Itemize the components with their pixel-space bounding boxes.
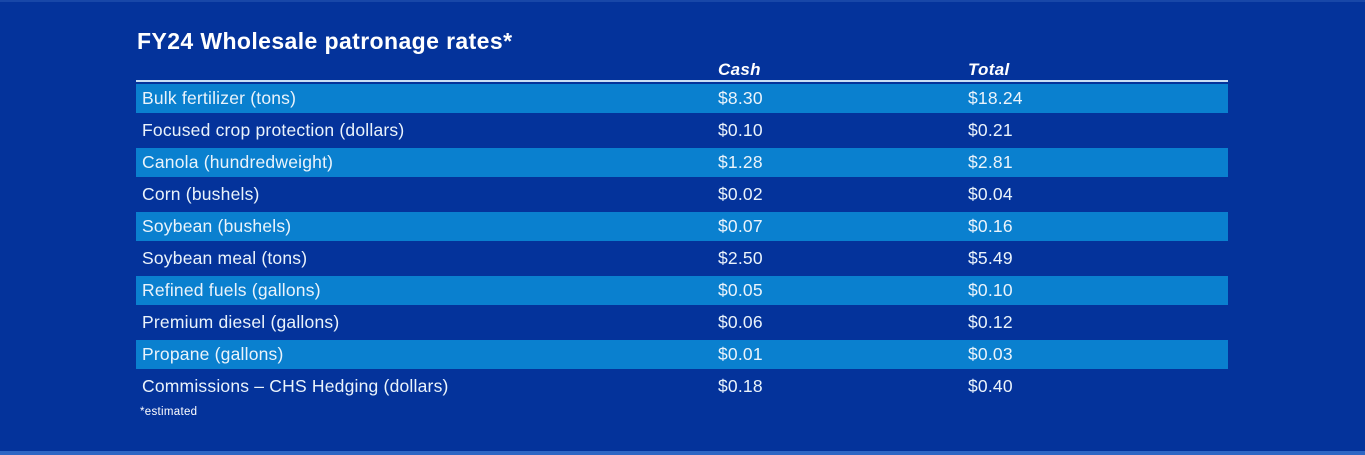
top-accent-bar <box>0 0 1365 2</box>
row-label: Propane (gallons) <box>142 344 284 364</box>
table-row: Soybean meal (tons) $2.50 $5.49 <box>136 244 1228 273</box>
patronage-table: Cash Total Bulk fertilizer (tons) $8.30 … <box>136 58 1228 404</box>
cash-value: $0.01 <box>718 344 763 364</box>
table-row: Commissions – CHS Hedging (dollars) $0.1… <box>136 372 1228 401</box>
total-value: $5.49 <box>968 248 1013 268</box>
row-label: Corn (bushels) <box>142 184 260 204</box>
row-label: Soybean meal (tons) <box>142 248 308 268</box>
row-label: Canola (hundredweight) <box>142 152 334 172</box>
row-label: Bulk fertilizer (tons) <box>142 88 297 108</box>
total-value: $2.81 <box>968 152 1013 172</box>
cash-value: $0.07 <box>718 216 763 236</box>
column-header-total: Total <box>968 60 1010 79</box>
footnote: *estimated <box>140 406 198 418</box>
total-value: $0.40 <box>968 376 1013 396</box>
cash-value: $2.50 <box>718 248 763 268</box>
table-row: Soybean (bushels) $0.07 $0.16 <box>136 212 1228 241</box>
total-value: $0.12 <box>968 312 1013 332</box>
table-body: Bulk fertilizer (tons) $8.30 $18.24 Focu… <box>136 84 1228 401</box>
table-row: Premium diesel (gallons) $0.06 $0.12 <box>136 308 1228 337</box>
total-value: $0.16 <box>968 216 1013 236</box>
cash-value: $0.06 <box>718 312 763 332</box>
total-value: $0.10 <box>968 280 1013 300</box>
row-label: Refined fuels (gallons) <box>142 280 321 300</box>
cash-value: $1.28 <box>718 152 763 172</box>
cash-value: $0.18 <box>718 376 763 396</box>
row-label: Soybean (bushels) <box>142 216 292 236</box>
row-label: Premium diesel (gallons) <box>142 312 340 332</box>
cash-value: $0.05 <box>718 280 763 300</box>
column-header-cash: Cash <box>718 60 761 79</box>
total-value: $0.21 <box>968 120 1013 140</box>
cash-value: $0.02 <box>718 184 763 204</box>
page-title: FY24 Wholesale patronage rates* <box>137 28 513 54</box>
table-row: Corn (bushels) $0.02 $0.04 <box>136 180 1228 209</box>
total-value: $0.03 <box>968 344 1013 364</box>
total-value: $0.04 <box>968 184 1013 204</box>
row-label: Commissions – CHS Hedging (dollars) <box>142 376 449 396</box>
cash-value: $0.10 <box>718 120 763 140</box>
bottom-accent-bar <box>0 451 1365 455</box>
table-row: Propane (gallons) $0.01 $0.03 <box>136 340 1228 369</box>
row-label: Focused crop protection (dollars) <box>142 120 405 140</box>
total-value: $18.24 <box>968 88 1023 108</box>
table-header-row: Cash Total <box>136 58 1228 82</box>
table-row: Canola (hundredweight) $1.28 $2.81 <box>136 148 1228 177</box>
table-row: Focused crop protection (dollars) $0.10 … <box>136 116 1228 145</box>
table-row: Bulk fertilizer (tons) $8.30 $18.24 <box>136 84 1228 113</box>
cash-value: $8.30 <box>718 88 763 108</box>
table-row: Refined fuels (gallons) $0.05 $0.10 <box>136 276 1228 305</box>
